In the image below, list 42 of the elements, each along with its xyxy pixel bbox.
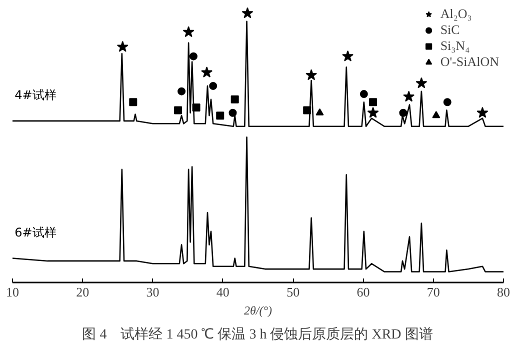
- series-label: 4#试样: [14, 88, 56, 102]
- legend-label: SiC: [440, 22, 460, 38]
- point: [367, 106, 379, 118]
- text: 图 4 试样经 1 450 ℃ 保温 3 h 侵蚀后原质层的 XRD 图谱: [82, 326, 433, 342]
- point: [369, 98, 378, 106]
- point: [228, 108, 237, 117]
- x-tick-label: 30: [146, 284, 160, 300]
- x-tick-label: 10: [6, 284, 19, 300]
- legend-label: O'-SiAlON: [440, 54, 499, 70]
- point: [129, 98, 138, 106]
- point: [342, 50, 354, 62]
- point: [303, 106, 312, 114]
- point: [230, 95, 239, 104]
- point: [182, 26, 194, 38]
- x-tick-label: 70: [426, 284, 440, 300]
- point: [242, 7, 254, 18]
- x-tick-label: 60: [356, 284, 370, 300]
- legend-label: Si₃N₄: [440, 38, 470, 54]
- point: [360, 90, 368, 98]
- point: [192, 104, 200, 112]
- x-tick-label: 20: [76, 284, 90, 300]
- point: [116, 40, 128, 52]
- point: [416, 77, 428, 88]
- point: [216, 112, 224, 120]
- point: [399, 108, 408, 117]
- point: [306, 69, 318, 80]
- x-tick-label: 80: [497, 284, 510, 300]
- point: [174, 106, 182, 114]
- point: [316, 108, 324, 116]
- point: [432, 111, 440, 118]
- series-label: 6#试样: [14, 225, 56, 240]
- point: [403, 90, 415, 102]
- legend-label: Al₂O₃: [440, 6, 472, 22]
- point: [443, 98, 452, 106]
- x-tick-label: 50: [286, 284, 300, 300]
- point: [201, 66, 213, 78]
- point: [189, 52, 198, 60]
- x-tick-label: 40: [216, 284, 230, 300]
- x-axis-title: 2θ/(°): [244, 304, 272, 318]
- point: [178, 87, 186, 96]
- point: [476, 106, 488, 118]
- point: [209, 82, 218, 90]
